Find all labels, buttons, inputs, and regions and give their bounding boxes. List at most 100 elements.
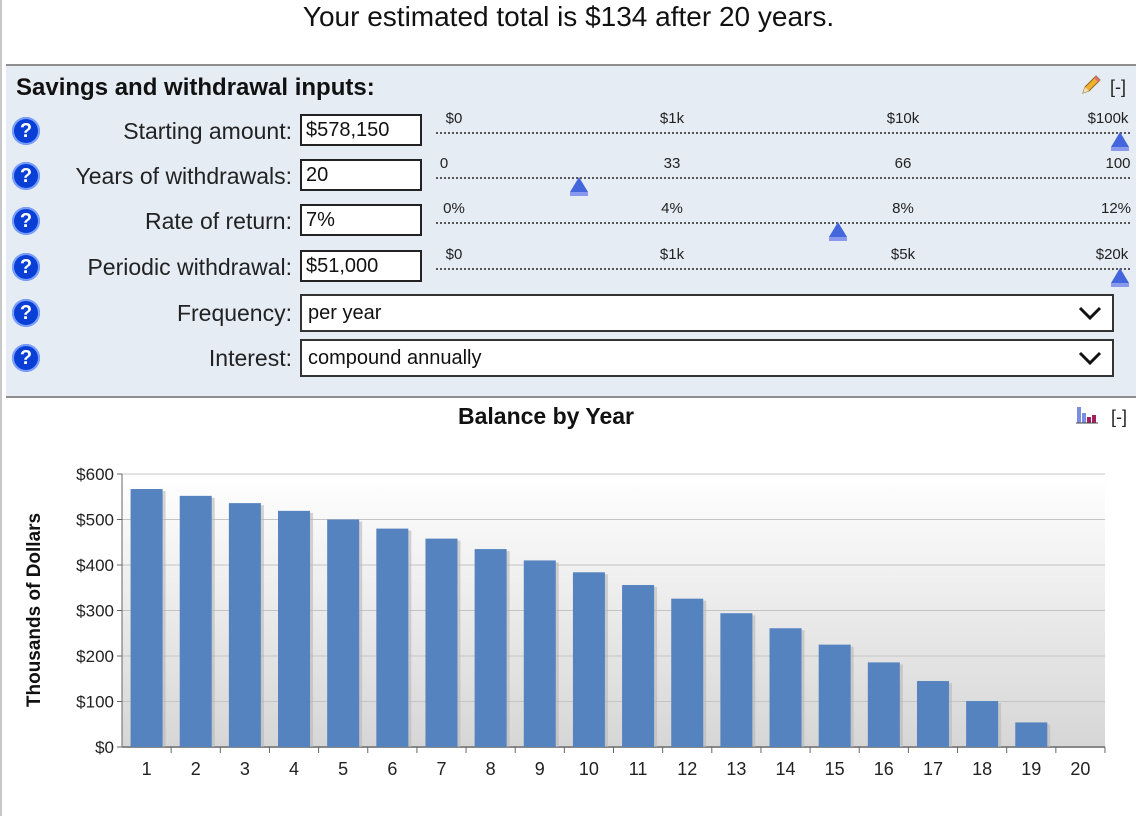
bar — [278, 510, 311, 747]
x-tick-label: 12 — [677, 759, 697, 779]
y-tick-label: $400 — [76, 556, 114, 575]
slider-track — [436, 222, 1130, 224]
slider-thumb[interactable] — [1111, 132, 1129, 151]
x-tick-label: 2 — [191, 759, 201, 779]
interest-value: compound annually — [308, 347, 482, 369]
bar — [966, 701, 999, 747]
interest-label: Interest: — [208, 345, 292, 371]
slider-track — [436, 132, 1130, 134]
withdrawal-row: ? Periodic withdrawal: $51,000 $0 $1k $5… — [6, 246, 1136, 290]
slider-tick: $1k — [659, 110, 685, 127]
y-tick-label: $0 — [95, 738, 114, 757]
starting-amount-slider[interactable]: $0 $1k $10k $100k — [436, 110, 1130, 154]
y-tick-label: $300 — [76, 602, 114, 621]
bar — [622, 585, 655, 747]
slider-thumb[interactable] — [570, 177, 589, 196]
inputs-collapse-button[interactable]: [-] — [1110, 77, 1126, 97]
bar — [425, 538, 458, 747]
x-tick-label: 19 — [1021, 759, 1041, 779]
slider-tick: 0 — [439, 155, 449, 172]
pencil-icon[interactable] — [1080, 74, 1102, 101]
bar — [327, 519, 360, 747]
withdrawal-input[interactable]: $51,000 — [300, 250, 422, 282]
chart-tools: [-] — [1075, 405, 1127, 430]
question-circle-icon[interactable]: ? — [12, 117, 40, 145]
slider-thumb[interactable] — [829, 222, 848, 241]
inputs-panel-tools: [-] — [1080, 74, 1126, 101]
frequency-label: Frequency: — [176, 300, 292, 326]
slider-tick: $10k — [886, 110, 920, 127]
x-tick-label: 18 — [972, 759, 992, 779]
x-tick-label: 13 — [726, 759, 746, 779]
slider-tick: $0 — [445, 246, 463, 263]
question-circle-icon[interactable]: ? — [12, 253, 40, 281]
starting-amount-row: ? Starting amount: $578,150 $0 $1k $10k … — [6, 110, 1136, 154]
interest-select[interactable]: compound annually — [300, 339, 1114, 377]
x-tick-label: 11 — [629, 759, 648, 779]
frequency-select[interactable]: per year — [300, 294, 1114, 332]
y-tick-label: $600 — [76, 465, 114, 484]
y-tick-label: $500 — [76, 511, 114, 530]
result-headline: Your estimated total is $134 after 20 ye… — [302, 1, 835, 32]
inputs-panel: Savings and withdrawal inputs: [-] ? Sta… — [6, 64, 1136, 398]
years-slider[interactable]: 0 33 66 100 — [436, 155, 1131, 199]
x-tick-label: 7 — [436, 759, 446, 779]
y-tick-label: $100 — [76, 693, 114, 712]
slider-thumb[interactable] — [1111, 268, 1129, 287]
y-tick-label: $200 — [76, 647, 114, 666]
x-tick-label: 14 — [776, 759, 796, 779]
x-tick-label: 6 — [387, 759, 397, 779]
chart-title: Balance by Year — [457, 403, 635, 429]
x-tick-label: 15 — [825, 759, 845, 779]
bar — [228, 503, 261, 747]
rate-label: Rate of return: — [144, 208, 292, 234]
bar — [867, 662, 900, 747]
bar — [474, 549, 507, 747]
slider-tick: 0% — [443, 200, 465, 217]
rate-row: ? Rate of return: 7% 0% 4% 8% 12% — [6, 200, 1136, 244]
slider-tick: $20k — [1095, 246, 1129, 263]
slider-tick: 100 — [1105, 155, 1131, 172]
slider-track — [436, 268, 1130, 270]
question-circle-icon[interactable]: ? — [12, 207, 40, 235]
rate-slider[interactable]: 0% 4% 8% 12% — [436, 200, 1132, 244]
frequency-value: per year — [308, 302, 382, 324]
bar — [572, 572, 605, 747]
slider-tick: 12% — [1100, 200, 1132, 217]
x-tick-label: 16 — [874, 759, 894, 779]
question-circle-icon[interactable]: ? — [12, 299, 40, 327]
starting-amount-input[interactable]: $578,150 — [300, 114, 422, 146]
bar — [916, 681, 949, 747]
x-tick-label: 17 — [923, 759, 943, 779]
bar — [769, 628, 802, 747]
frequency-row: ? Frequency: per year — [6, 292, 1136, 336]
x-tick-label: 20 — [1070, 759, 1090, 779]
slider-tick: 66 — [894, 155, 912, 172]
slider-tick: 33 — [663, 155, 681, 172]
years-input[interactable]: 20 — [300, 159, 422, 191]
y-axis-label: Thousands of Dollars — [24, 513, 45, 707]
years-label: Years of withdrawals: — [75, 163, 292, 189]
question-circle-icon[interactable]: ? — [12, 344, 40, 372]
x-tick-label: 9 — [535, 759, 545, 779]
slider-tick: $0 — [445, 110, 463, 127]
chart-collapse-button[interactable]: [-] — [1111, 407, 1127, 427]
withdrawal-slider[interactable]: $0 $1k $5k $20k — [436, 246, 1130, 290]
x-tick-label: 8 — [486, 759, 496, 779]
bar — [179, 495, 212, 747]
bar-chart-icon[interactable] — [1075, 405, 1105, 430]
slider-tick: $1k — [659, 246, 685, 263]
inputs-panel-title: Savings and withdrawal inputs: — [16, 74, 375, 101]
bar — [671, 598, 704, 747]
x-tick-label: 1 — [142, 759, 152, 779]
slider-tick: 8% — [892, 200, 914, 217]
slider-tick: $100k — [1087, 110, 1129, 127]
question-circle-icon[interactable]: ? — [12, 162, 40, 190]
rate-input[interactable]: 7% — [300, 204, 422, 236]
years-row: ? Years of withdrawals: 20 0 33 66 100 — [6, 155, 1136, 199]
bar — [523, 560, 556, 747]
bar — [376, 528, 409, 747]
starting-amount-label: Starting amount: — [123, 118, 292, 144]
x-tick-label: 3 — [240, 759, 250, 779]
left-border — [0, 0, 2, 816]
